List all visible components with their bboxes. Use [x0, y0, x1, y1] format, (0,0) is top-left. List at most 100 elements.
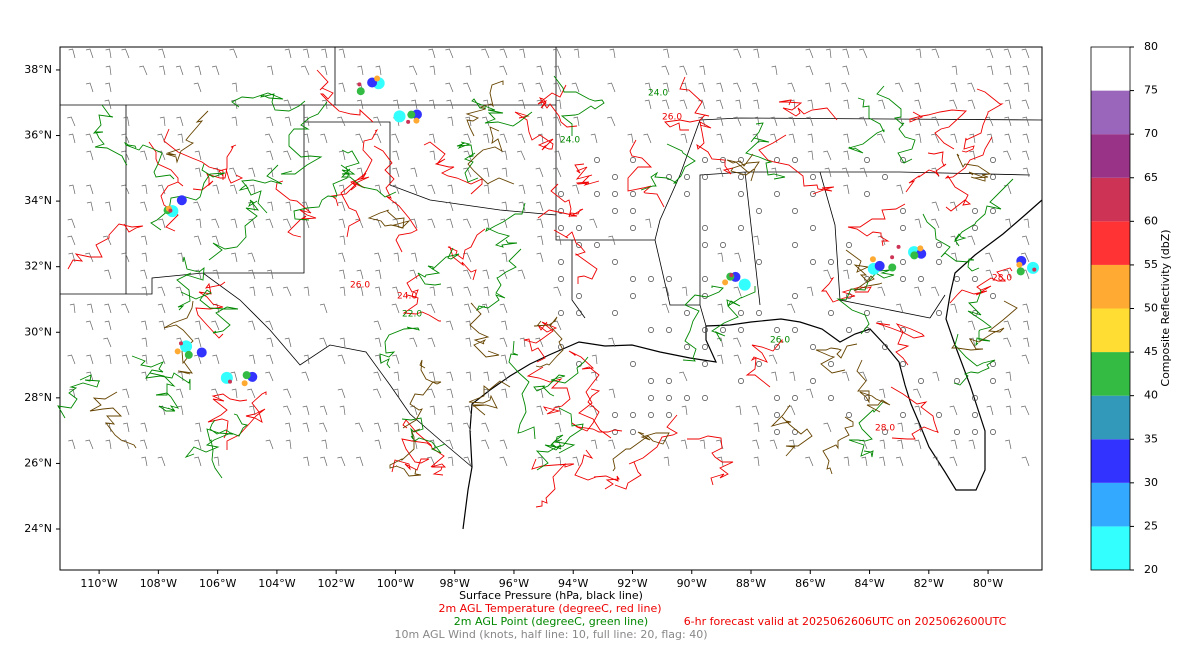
wind-barb	[1004, 133, 1012, 144]
wind-barb	[967, 235, 976, 246]
wind-calm	[756, 208, 762, 214]
contour	[682, 285, 724, 362]
wind-barb	[914, 286, 922, 297]
contour-label: 26.0	[662, 113, 682, 123]
wind-calm	[774, 327, 780, 333]
contour	[953, 178, 1014, 247]
wind-barb	[1023, 320, 1030, 331]
wind-barb	[572, 184, 580, 195]
wind-barb	[1021, 48, 1030, 59]
wind-barb	[105, 48, 112, 59]
wind-calm	[774, 395, 780, 401]
wind-barb	[319, 422, 328, 433]
wind-barb	[698, 82, 706, 93]
wind-barb	[446, 201, 454, 212]
wind-barb	[123, 422, 130, 433]
wind-barb	[968, 439, 976, 450]
wind-barb	[411, 99, 418, 110]
wind-barb	[426, 456, 436, 467]
wind-calm	[846, 242, 852, 248]
wind-barb	[338, 48, 346, 59]
contour	[574, 449, 620, 490]
contour	[367, 209, 411, 229]
wind-barb	[105, 354, 112, 365]
wind-barb	[264, 133, 274, 144]
wind-barb	[122, 354, 130, 365]
contour	[526, 366, 571, 415]
wind-barb	[482, 303, 490, 314]
wind-barb	[265, 320, 274, 331]
wind-barb	[248, 167, 256, 178]
wind-barb	[842, 371, 850, 382]
wind-barb	[753, 48, 760, 59]
contour	[664, 76, 710, 131]
wind-barb	[807, 150, 814, 161]
wind-barb	[85, 320, 94, 331]
coastline	[462, 199, 1043, 530]
wind-barb	[410, 167, 418, 178]
wind-barb	[339, 337, 346, 348]
wind-barb	[1003, 150, 1012, 161]
wind-barb	[427, 337, 436, 348]
wind-barb	[375, 269, 382, 280]
wind-calm	[666, 412, 672, 418]
wind-barb	[465, 116, 472, 127]
wind-calm	[666, 174, 672, 180]
wind-calm	[792, 293, 798, 299]
contour	[909, 109, 968, 150]
wind-barb	[266, 337, 274, 348]
wind-calm	[936, 242, 942, 248]
wind-calm	[666, 378, 672, 384]
wind-calm	[900, 412, 906, 418]
wind-barb	[373, 422, 382, 433]
wind-calm	[792, 242, 798, 248]
wind-calm	[810, 344, 816, 350]
reflectivity-cell	[357, 82, 362, 87]
wind-barb	[843, 269, 850, 280]
wind-barb	[354, 422, 364, 433]
colorbar-tick-label: 60	[1144, 214, 1158, 227]
reflectivity-cell	[168, 208, 173, 213]
colorbar-tick-label: 80	[1144, 40, 1158, 53]
wind-calm	[918, 378, 924, 384]
contour	[468, 380, 511, 416]
wind-barb	[230, 184, 238, 195]
wind-barb	[1003, 184, 1012, 195]
wind-calm	[702, 242, 708, 248]
wind-barb	[230, 218, 238, 229]
wind-barb	[141, 337, 148, 348]
wind-barb	[140, 235, 148, 246]
contour	[402, 274, 441, 322]
wind-calm	[756, 361, 762, 367]
wind-calm	[900, 157, 906, 163]
wind-barb	[175, 286, 184, 297]
wind-barb	[139, 65, 148, 76]
wind-barb	[122, 388, 130, 399]
wind-barb	[699, 439, 706, 450]
reflectivity-cell	[176, 195, 187, 206]
wind-barb	[735, 99, 742, 110]
wind-barb	[447, 116, 454, 127]
wind-barb	[393, 371, 400, 382]
wind-barb	[105, 201, 112, 212]
contour	[533, 356, 589, 397]
wind-calm	[738, 191, 744, 197]
wind-barb	[356, 99, 364, 110]
colorbar-tick-label: 30	[1144, 476, 1158, 489]
wind-barb	[932, 371, 940, 382]
colorbar-tick-label: 75	[1144, 84, 1158, 97]
wind-barb	[140, 269, 148, 280]
wind-barb	[555, 99, 562, 110]
wind-barb	[644, 82, 652, 93]
caption: 2m AGL Temperature (degreeC, red line)	[438, 602, 661, 615]
contour	[163, 300, 194, 375]
wind-calm	[774, 191, 780, 197]
wind-barb	[949, 405, 958, 416]
wind-barb	[914, 99, 922, 110]
contour	[180, 289, 239, 334]
wind-barb	[211, 320, 220, 331]
wind-barb	[284, 48, 292, 59]
wind-barb	[501, 252, 508, 263]
contour	[467, 126, 515, 185]
wind-barb	[85, 252, 94, 263]
